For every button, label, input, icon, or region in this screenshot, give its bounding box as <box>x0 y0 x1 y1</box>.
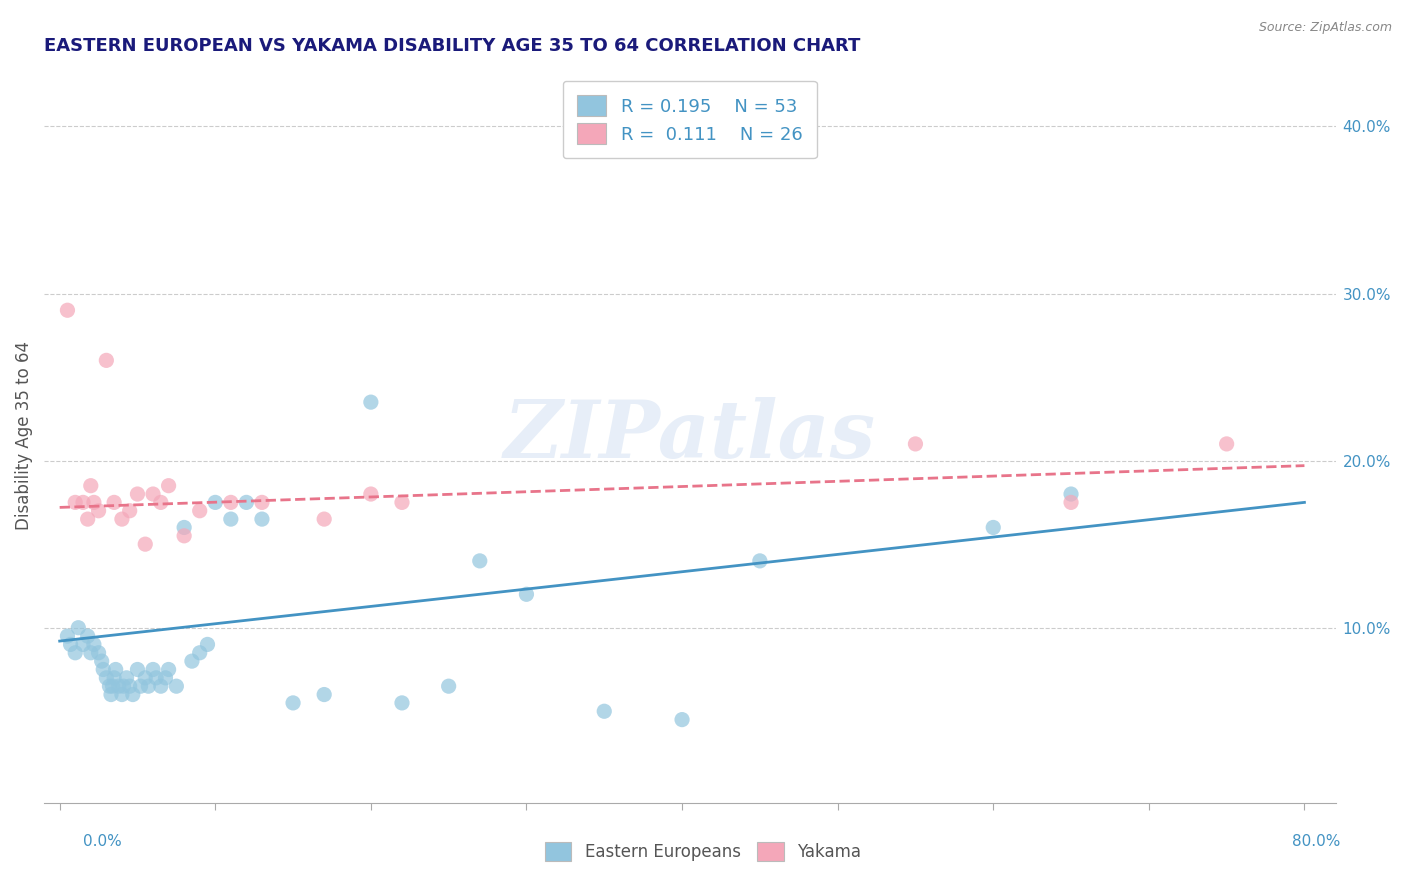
Point <box>281 696 304 710</box>
Point <box>235 495 257 509</box>
Point <box>83 495 105 509</box>
Point <box>118 504 141 518</box>
Point <box>468 554 491 568</box>
Point <box>314 512 336 526</box>
Point <box>107 679 129 693</box>
Point <box>671 713 693 727</box>
Point <box>65 495 87 509</box>
Point <box>1060 495 1083 509</box>
Point <box>204 495 226 509</box>
Point <box>250 512 273 526</box>
Point <box>188 504 211 518</box>
Point <box>76 629 98 643</box>
Point <box>155 671 177 685</box>
Point <box>90 654 112 668</box>
Text: ZIPatlas: ZIPatlas <box>503 397 876 475</box>
Point <box>103 671 125 685</box>
Point <box>149 679 172 693</box>
Legend: Eastern Europeans, Yakama: Eastern Europeans, Yakama <box>538 835 868 868</box>
Point <box>87 504 110 518</box>
Point <box>127 487 149 501</box>
Text: 0.0%: 0.0% <box>83 834 122 848</box>
Point <box>138 679 160 693</box>
Y-axis label: Disability Age 35 to 64: Disability Age 35 to 64 <box>15 341 32 530</box>
Point <box>56 303 79 318</box>
Point <box>103 495 125 509</box>
Point <box>121 688 143 702</box>
Point <box>65 646 87 660</box>
Point <box>104 663 127 677</box>
Point <box>165 679 187 693</box>
Legend: R = 0.195    N = 53, R =  0.111    N = 26: R = 0.195 N = 53, R = 0.111 N = 26 <box>562 80 817 159</box>
Point <box>149 495 172 509</box>
Point <box>360 395 382 409</box>
Point <box>157 478 180 492</box>
Text: Source: ZipAtlas.com: Source: ZipAtlas.com <box>1258 21 1392 34</box>
Point <box>129 679 152 693</box>
Point <box>67 621 90 635</box>
Point <box>314 688 336 702</box>
Point <box>515 587 537 601</box>
Point <box>80 478 103 492</box>
Point <box>91 663 114 677</box>
Point <box>134 671 156 685</box>
Point <box>250 495 273 509</box>
Point <box>904 437 927 451</box>
Point <box>157 663 180 677</box>
Point <box>197 637 219 651</box>
Point <box>83 637 105 651</box>
Point <box>748 554 770 568</box>
Point <box>101 679 124 693</box>
Point <box>360 487 382 501</box>
Point <box>100 688 122 702</box>
Point <box>87 646 110 660</box>
Point <box>173 529 195 543</box>
Point <box>219 495 242 509</box>
Point <box>115 671 138 685</box>
Point <box>391 696 413 710</box>
Point <box>142 487 165 501</box>
Point <box>56 629 79 643</box>
Point <box>181 654 204 668</box>
Point <box>111 688 134 702</box>
Point <box>98 679 121 693</box>
Point <box>219 512 242 526</box>
Point <box>173 520 195 534</box>
Point <box>437 679 460 693</box>
Point <box>96 671 118 685</box>
Point <box>981 520 1004 534</box>
Point <box>391 495 413 509</box>
Point <box>1060 487 1083 501</box>
Point <box>59 637 82 651</box>
Point <box>72 637 94 651</box>
Point <box>96 353 118 368</box>
Point <box>188 646 211 660</box>
Point <box>76 512 98 526</box>
Point <box>112 679 135 693</box>
Point <box>80 646 103 660</box>
Text: EASTERN EUROPEAN VS YAKAMA DISABILITY AGE 35 TO 64 CORRELATION CHART: EASTERN EUROPEAN VS YAKAMA DISABILITY AG… <box>44 37 860 55</box>
Text: 80.0%: 80.0% <box>1292 834 1340 848</box>
Point <box>127 663 149 677</box>
Point <box>142 663 165 677</box>
Point <box>134 537 156 551</box>
Point <box>111 512 134 526</box>
Point <box>118 679 141 693</box>
Point <box>145 671 167 685</box>
Point <box>593 704 616 718</box>
Point <box>1215 437 1237 451</box>
Point <box>72 495 94 509</box>
